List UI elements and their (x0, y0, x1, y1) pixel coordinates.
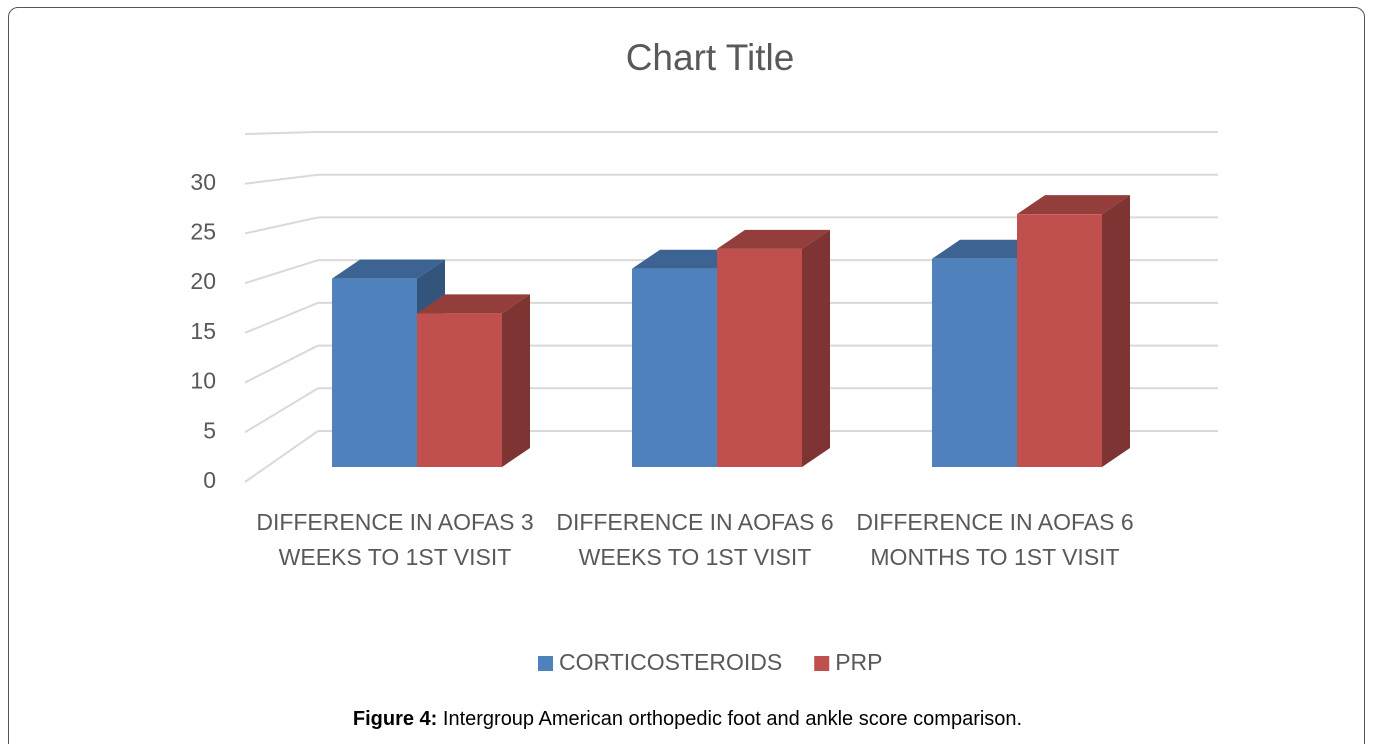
chart-title: Chart Title (626, 37, 795, 78)
y-tick-label: 20 (190, 268, 216, 294)
bar-top (417, 294, 530, 314)
legend-label: CORTICOSTEROIDS (559, 649, 782, 675)
x-tick-label: DIFFERENCE IN AOFAS 6 MONTHS TO 1ST VISI… (856, 509, 1134, 570)
bar-top (717, 229, 830, 249)
grid-diagonal (244, 430, 319, 483)
bar (1017, 214, 1102, 467)
grid-diagonal (244, 259, 319, 285)
caption: Figure 4: Intergroup American orthopedic… (0, 708, 1375, 731)
bar-top (632, 249, 745, 269)
bar-side (802, 229, 830, 467)
grid-diagonal (244, 387, 319, 434)
grid-diagonal (244, 131, 319, 135)
caption-text: Intergroup American orthopedic foot and … (437, 708, 1023, 730)
legend-label: PRP (835, 649, 882, 675)
grid-diagonal (244, 344, 319, 384)
grid-diagonal (244, 216, 319, 235)
bar (717, 248, 802, 467)
bar-top (1017, 195, 1130, 215)
figure-frame (8, 7, 1365, 744)
grid-diagonal (244, 301, 319, 334)
bar (332, 278, 417, 467)
bar (932, 258, 1017, 467)
grid-diagonal (244, 173, 319, 185)
bar (417, 313, 502, 467)
y-tick-label: 10 (190, 368, 216, 394)
y-tick-label: 0 (203, 467, 216, 493)
legend-swatch (814, 656, 830, 671)
x-tick-label: DIFFERENCE IN AOFAS 6 WEEKS TO 1ST VISIT (556, 509, 834, 570)
bar (632, 268, 717, 467)
x-tick-label: DIFFERENCE IN AOFAS 3 WEEKS TO 1ST VISIT (256, 509, 534, 570)
y-tick-label: 30 (190, 169, 216, 195)
bar-side (502, 294, 530, 467)
y-tick-label: 15 (190, 318, 216, 344)
y-tick-label: 5 (203, 417, 216, 443)
bar-top (332, 259, 445, 279)
legend-swatch (538, 656, 553, 671)
bar-side (1102, 195, 1130, 467)
caption-label: Figure 4: (352, 708, 438, 730)
bar-top (932, 239, 1045, 259)
y-tick-label: 25 (190, 219, 216, 245)
